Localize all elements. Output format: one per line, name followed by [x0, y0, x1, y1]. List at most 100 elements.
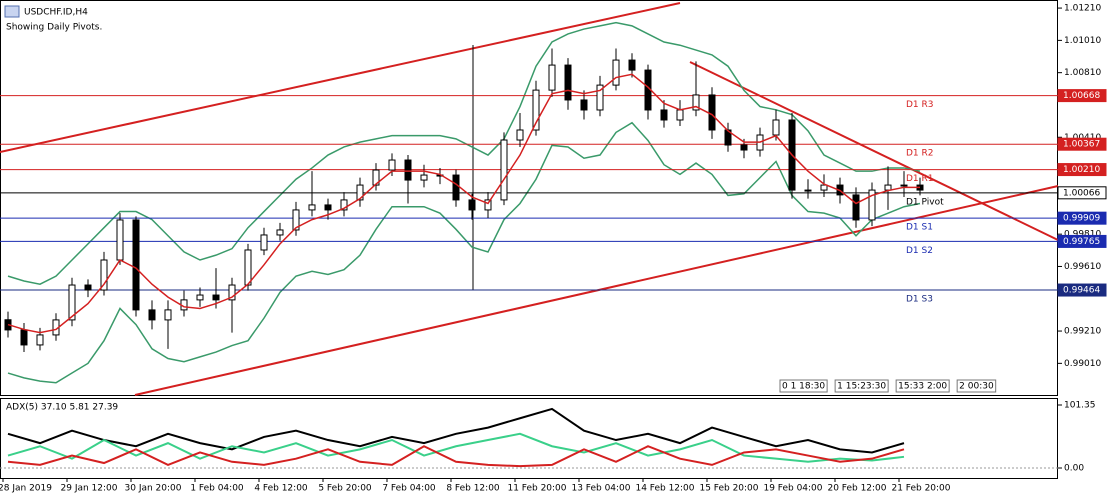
price-box-label: 1.00066: [1063, 188, 1100, 198]
candle-body: [708, 94, 716, 131]
price-box: [1057, 186, 1107, 200]
y-tick-label: 1.00810: [1064, 68, 1101, 78]
adx-line: [7, 445, 905, 468]
candle-body: [292, 209, 300, 231]
timer: 0 1 18:30: [782, 382, 825, 392]
price-box-label: 1.00367: [1063, 140, 1100, 150]
candle-body: [84, 284, 92, 291]
pivot-name: D1 R2: [906, 149, 934, 159]
candle-body: [324, 204, 332, 211]
y-tick-label: 1.01010: [1064, 36, 1101, 46]
chart-icon: [4, 5, 20, 18]
timer: 15:33 2:00: [898, 382, 947, 392]
candle-body: [404, 159, 412, 181]
pivot-name: D1 Pivot: [906, 197, 944, 207]
candle-body: [484, 199, 492, 211]
candle-body: [660, 109, 668, 121]
main-frame: [0, 0, 1058, 396]
candle-body: [148, 309, 156, 321]
trendline: [689, 61, 1059, 241]
candle-body: [612, 59, 620, 86]
price-box: [1057, 234, 1107, 248]
adx-line: [7, 407, 905, 454]
candle-body: [676, 109, 684, 121]
candle-body: [884, 184, 892, 191]
candle-body: [468, 199, 476, 211]
pivot-name: D1 R3: [906, 100, 934, 110]
x-tick-label: 21 Feb 20:00: [891, 484, 950, 494]
candle-body: [852, 194, 860, 221]
y-tick-label: 0.99210: [1064, 327, 1101, 337]
candle-body: [548, 64, 556, 91]
chart-subtitle: Showing Daily Pivots.: [6, 23, 102, 33]
timer-box: [956, 379, 997, 393]
candle-body: [100, 259, 108, 291]
candle-body: [68, 284, 76, 321]
x-tick-label: 19 Feb 04:00: [763, 484, 822, 494]
price-box: [1057, 89, 1107, 103]
candle-body: [692, 94, 700, 111]
candle-body: [244, 249, 252, 286]
timer: 1 15:23:30: [837, 382, 886, 392]
adx-title: ADX(5) 37.10 5.81 27.39: [6, 403, 118, 413]
candle-body: [868, 189, 876, 221]
candle-body: [532, 89, 540, 131]
candle-body: [900, 184, 908, 187]
candle-body: [596, 84, 604, 111]
timer: 2 00:30: [959, 382, 994, 392]
candle-body: [388, 159, 396, 171]
candle-body: [740, 144, 748, 151]
pivot-name: D1 S3: [906, 295, 933, 305]
candle-body: [276, 229, 284, 236]
candle-body: [516, 129, 524, 141]
adx-tick-label: 101.35: [1064, 401, 1096, 411]
candle-body: [564, 64, 572, 101]
candle-body: [132, 219, 140, 311]
y-tick-label: 0.99610: [1064, 262, 1101, 272]
candle-body: [580, 99, 588, 111]
candle-body: [308, 204, 316, 211]
candle-body: [36, 334, 44, 346]
x-tick-label: 29 Jan 12:00: [61, 484, 118, 494]
candle-body: [500, 139, 508, 201]
chart-title: USDCHF.ID,H4: [24, 8, 88, 18]
candle-body: [212, 294, 220, 301]
x-tick-label: 28 Jan 2019: [0, 484, 52, 494]
x-tick-label: 7 Feb 04:00: [382, 484, 436, 494]
candle-body: [356, 184, 364, 201]
y-tick-label: 1.01210: [1064, 4, 1101, 14]
timer-box: [779, 379, 828, 393]
x-tick-label: 5 Feb 20:00: [318, 484, 372, 494]
x-tick-label: 11 Feb 20:00: [507, 484, 566, 494]
candle-body: [340, 199, 348, 211]
candle-body: [228, 284, 236, 301]
candle-body: [20, 329, 28, 346]
candle-body: [452, 174, 460, 201]
price-box-label: 1.00668: [1063, 91, 1100, 101]
trendline: [0, 2, 681, 153]
candle-body: [628, 59, 636, 71]
pivot-name: D1 S1: [906, 223, 933, 233]
x-tick-label: 13 Feb 04:00: [571, 484, 630, 494]
price-box-label: 0.99765: [1063, 237, 1100, 247]
price-box: [1057, 283, 1107, 297]
price-box: [1057, 163, 1107, 177]
x-tick-label: 4 Feb 12:00: [254, 484, 308, 494]
price-box: [1057, 211, 1107, 225]
candle-body: [260, 234, 268, 251]
timer-box: [895, 379, 950, 393]
adx-tick-label: 0.00: [1064, 464, 1084, 474]
candle-body: [804, 189, 812, 192]
price-box-label: 1.00210: [1063, 165, 1100, 175]
candle-body: [196, 294, 204, 301]
y-tick-label: 0.99010: [1064, 359, 1101, 369]
pivot-name: D1 S2: [906, 246, 933, 256]
price-box-label: 0.99464: [1063, 286, 1100, 296]
price-box-label: 0.99909: [1063, 214, 1100, 224]
x-tick-label: 14 Feb 12:00: [635, 484, 694, 494]
x-tick-label: 20 Feb 12:00: [827, 484, 886, 494]
x-tick-label: 1 Feb 04:00: [190, 484, 244, 494]
x-tick-label: 8 Feb 12:00: [446, 484, 500, 494]
